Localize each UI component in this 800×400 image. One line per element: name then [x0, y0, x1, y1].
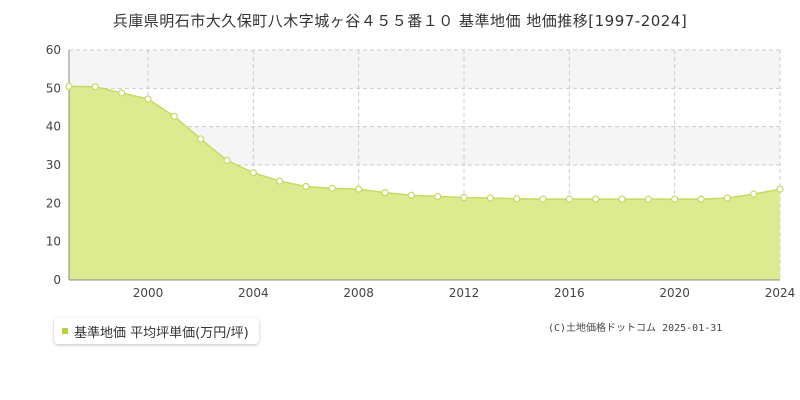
data-point [513, 195, 521, 203]
x-tick-label: 2000 [133, 286, 164, 300]
data-point [460, 193, 468, 202]
data-point [592, 195, 600, 203]
data-point [434, 192, 442, 201]
copyright-text: (C)土地価格ドットコム 2025-01-31 [548, 323, 723, 334]
legend-marker [62, 328, 68, 334]
data-point [407, 191, 415, 199]
marker-layer [65, 82, 784, 203]
data-point [197, 135, 205, 143]
data-point [328, 184, 336, 192]
y-tick-label: 40 [46, 120, 61, 134]
y-tick-label: 0 [53, 273, 61, 287]
data-point [776, 185, 784, 193]
data-point [144, 95, 152, 103]
data-point [671, 195, 679, 203]
y-tick-label: 30 [46, 158, 61, 172]
chart-title: 兵庫県明石市大久保町八木字城ヶ谷４５５番１０ 基準地価 地価推移[1997-20… [112, 12, 688, 30]
legend-label: 基準地価 平均坪単価(万円/坪) [74, 325, 249, 341]
data-point [302, 182, 310, 191]
data-point [565, 195, 573, 203]
x-tick-label: 2012 [449, 286, 480, 300]
data-point [750, 190, 758, 198]
series-line [68, 85, 781, 200]
data-point [618, 195, 626, 203]
data-point [381, 189, 389, 197]
data-point [355, 185, 363, 193]
y-tick-label: 20 [46, 196, 61, 210]
data-point [644, 195, 652, 203]
data-point [118, 89, 126, 97]
data-point [486, 194, 494, 202]
data-point [91, 83, 99, 91]
data-point [276, 177, 284, 185]
x-tick-label: 2008 [343, 286, 374, 300]
area-layer [68, 85, 781, 281]
data-point [249, 169, 257, 177]
x-tick-label: 2024 [765, 286, 796, 300]
y-tick-label: 50 [46, 81, 61, 95]
tick-label-layer: 0 10 20 30 40 50 60 2000 2004 2008 2012 2016 2020 202… [46, 43, 796, 300]
y-tick-label: 60 [46, 43, 61, 57]
x-tick-label: 2020 [659, 286, 690, 300]
x-tick-label: 2004 [238, 286, 269, 300]
data-point [65, 82, 73, 91]
data-point [223, 156, 231, 164]
data-point [697, 195, 705, 203]
data-point [170, 112, 178, 120]
legend: 基準地価 平均坪単価(万円/坪) [54, 318, 259, 344]
series-area [69, 86, 780, 281]
data-point [723, 194, 731, 202]
x-tick-label: 2016 [554, 286, 585, 300]
data-point [539, 195, 547, 203]
grid-band [69, 50, 780, 89]
y-tick-label: 10 [46, 235, 61, 249]
